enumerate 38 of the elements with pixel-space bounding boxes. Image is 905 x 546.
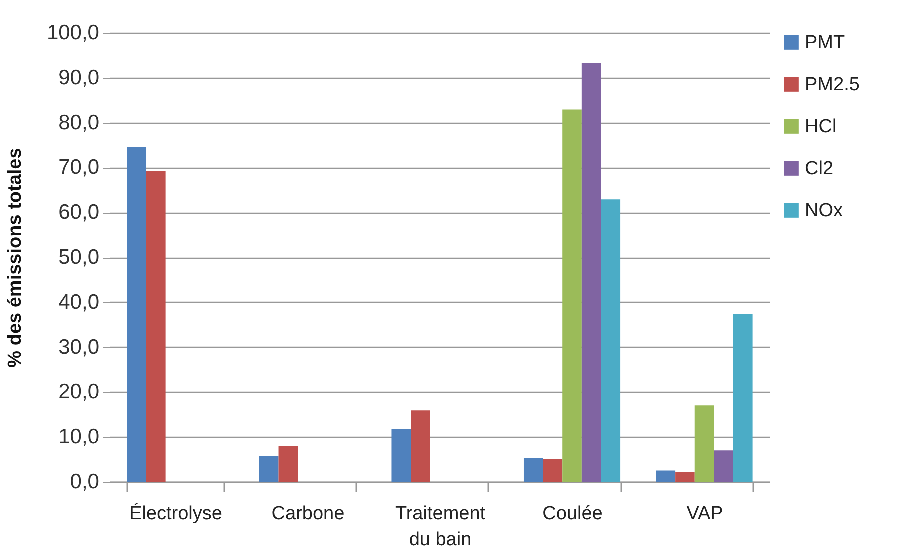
legend-label: NOx — [805, 200, 844, 222]
y-tick-label: 80,0 — [58, 111, 100, 134]
x-tick-label: Coulée — [542, 504, 603, 524]
legend-label: PMT — [805, 32, 846, 54]
bar — [582, 64, 602, 482]
bar — [676, 472, 695, 482]
bar — [562, 110, 582, 482]
y-tick-label: 90,0 — [58, 66, 100, 90]
bar — [543, 460, 563, 482]
y-tick-label: 70,0 — [58, 156, 100, 180]
bar — [278, 446, 298, 482]
x-tick-label: Traitement du bain — [395, 504, 486, 546]
legend-label: Cl2 — [805, 158, 834, 180]
y-tick-label: 30,0 — [58, 336, 100, 359]
y-tick-label: 60,0 — [58, 201, 100, 224]
bar — [714, 450, 734, 482]
x-tick-label: Carbone — [272, 504, 345, 524]
x-tick-label: VAP — [686, 504, 724, 524]
y-tick-label: 0,0 — [70, 470, 100, 494]
bar — [656, 470, 676, 482]
legend-label: HCl — [805, 116, 837, 138]
bar — [146, 171, 166, 482]
bar — [733, 314, 753, 482]
y-axis-title: % des émissions totales — [4, 148, 26, 368]
bar — [524, 458, 544, 482]
bar — [127, 147, 147, 482]
x-tick-label: Électrolyse — [130, 502, 222, 524]
y-tick-label: 100,0 — [46, 22, 100, 44]
bar — [259, 456, 279, 482]
y-tick-label: 50,0 — [58, 246, 100, 269]
bar — [601, 200, 621, 482]
bar — [411, 410, 430, 482]
y-tick-label: 20,0 — [58, 380, 100, 404]
y-tick-label: 40,0 — [58, 290, 100, 314]
bar — [694, 406, 714, 482]
y-tick-label: 10,0 — [58, 426, 100, 449]
legend-label: PM2.5 — [805, 74, 860, 96]
bar — [392, 429, 412, 482]
